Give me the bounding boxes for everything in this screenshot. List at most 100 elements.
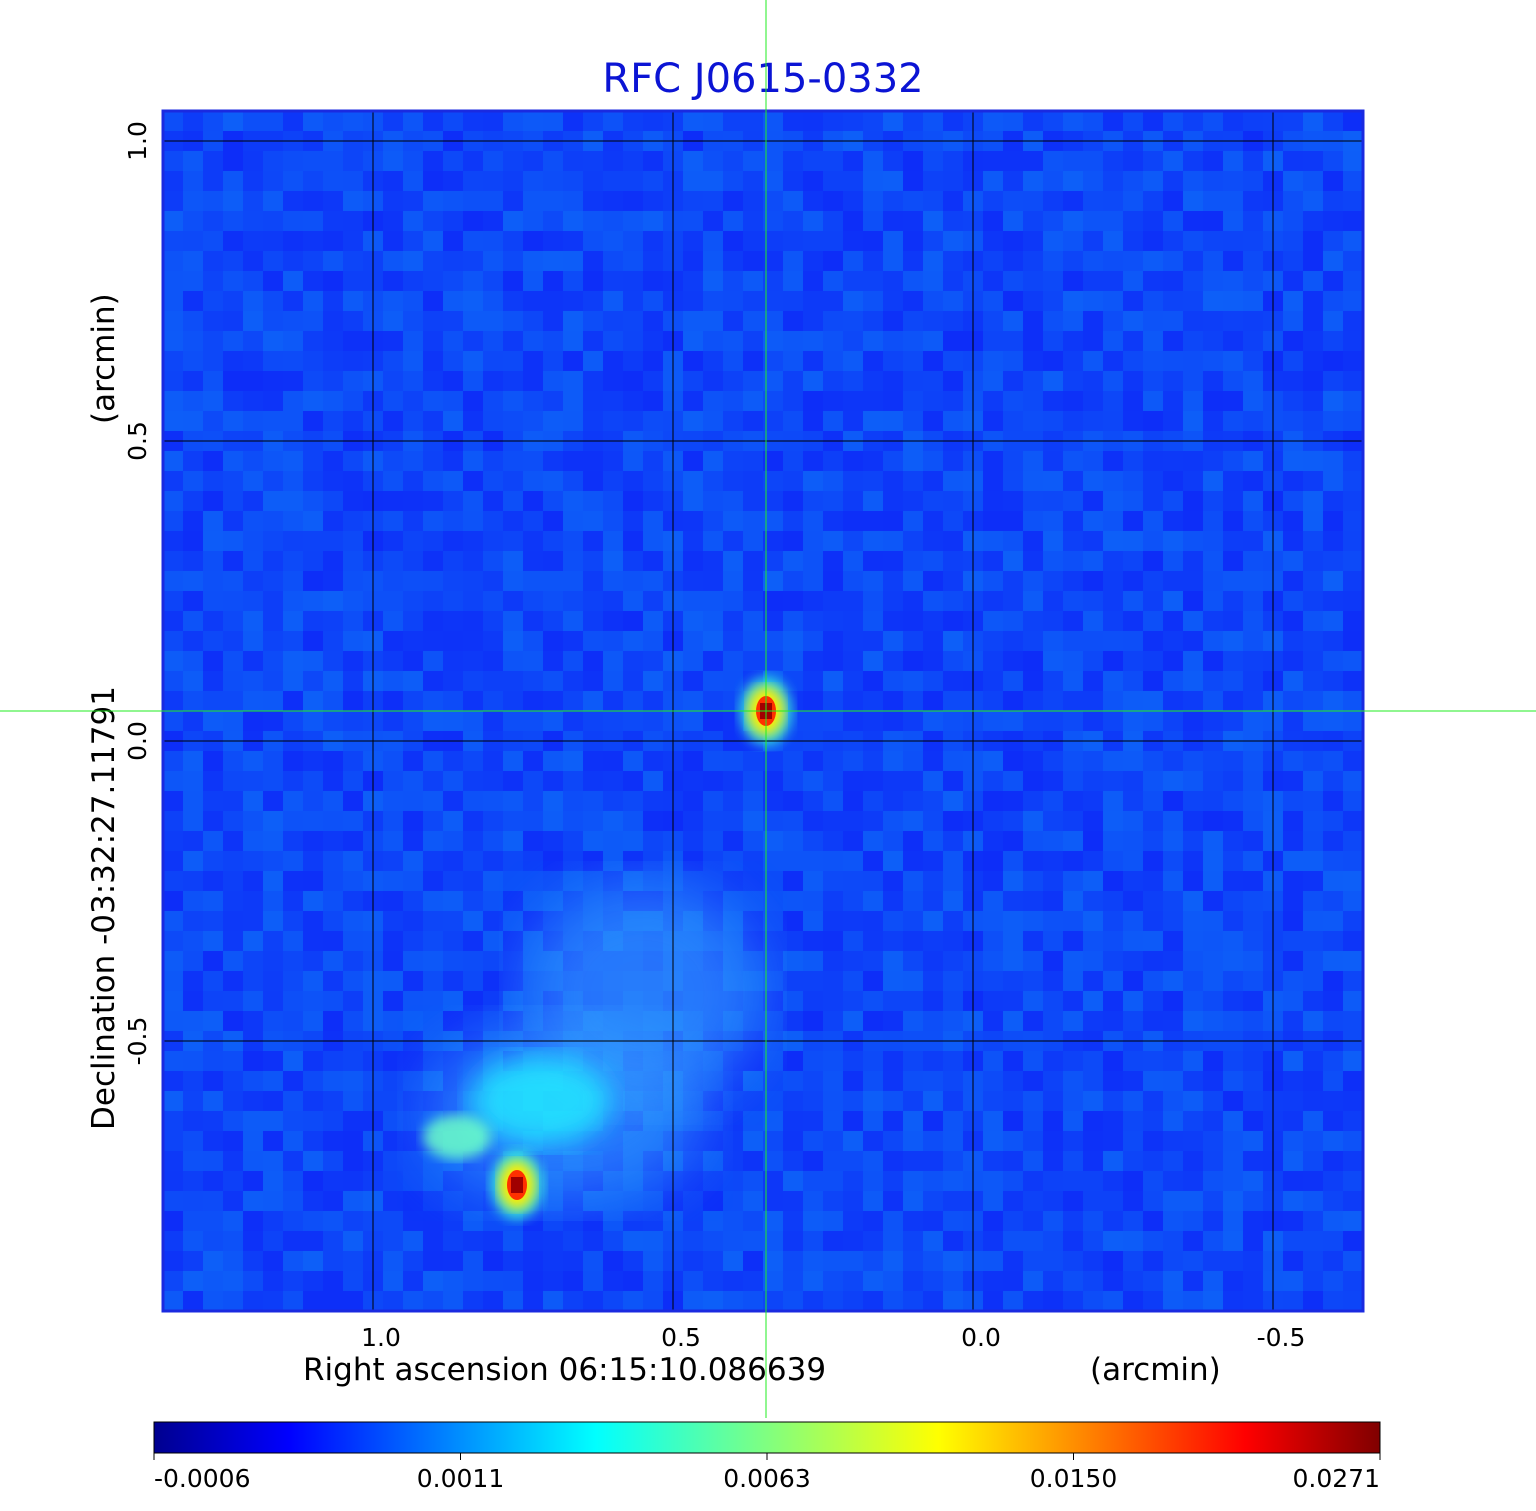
noise-pixel: [823, 831, 843, 851]
noise-pixel: [1283, 211, 1303, 231]
noise-pixel: [983, 511, 1003, 531]
noise-pixel: [283, 211, 303, 231]
noise-pixel: [1143, 1051, 1163, 1071]
noise-pixel: [1143, 471, 1163, 491]
noise-pixel: [763, 151, 783, 171]
y-tick-label: 0.0: [123, 721, 152, 761]
noise-pixel: [1123, 491, 1143, 511]
noise-pixel: [903, 751, 923, 771]
noise-pixel: [923, 571, 943, 591]
noise-pixel: [1223, 871, 1243, 891]
noise-pixel: [763, 371, 783, 391]
noise-pixel: [1143, 331, 1163, 351]
noise-pixel: [1063, 451, 1083, 471]
noise-pixel: [223, 571, 243, 591]
noise-pixel: [1243, 351, 1263, 371]
noise-pixel: [1043, 1151, 1063, 1171]
noise-pixel: [1083, 171, 1103, 191]
noise-pixel: [803, 1051, 823, 1071]
noise-pixel: [483, 191, 503, 211]
noise-pixel: [1123, 471, 1143, 491]
noise-pixel: [463, 511, 483, 531]
noise-pixel: [863, 991, 883, 1011]
noise-pixel: [943, 611, 963, 631]
noise-pixel: [1123, 571, 1143, 591]
noise-pixel: [563, 271, 583, 291]
noise-pixel: [1003, 1231, 1023, 1251]
noise-pixel: [223, 451, 243, 471]
noise-pixel: [763, 531, 783, 551]
noise-pixel: [503, 691, 523, 711]
noise-pixel: [623, 231, 643, 251]
noise-pixel: [943, 1051, 963, 1071]
noise-pixel: [283, 151, 303, 171]
noise-pixel: [383, 331, 403, 351]
noise-pixel: [743, 351, 763, 371]
noise-pixel: [1323, 791, 1343, 811]
noise-pixel: [823, 931, 843, 951]
noise-pixel: [1063, 1011, 1083, 1031]
noise-pixel: [443, 711, 463, 731]
noise-pixel: [643, 1291, 663, 1311]
noise-pixel: [523, 211, 543, 231]
noise-pixel: [1283, 811, 1303, 831]
noise-pixel: [1103, 1271, 1123, 1291]
noise-pixel: [783, 331, 803, 351]
noise-pixel: [1323, 571, 1343, 591]
noise-pixel: [383, 871, 403, 891]
noise-pixel: [423, 391, 443, 411]
noise-pixel: [1303, 691, 1323, 711]
noise-pixel: [1323, 891, 1343, 911]
noise-pixel: [1143, 931, 1163, 951]
noise-pixel: [1103, 1111, 1123, 1131]
noise-pixel: [343, 391, 363, 411]
noise-pixel: [1203, 851, 1223, 871]
noise-pixel: [343, 191, 363, 211]
noise-pixel: [1143, 751, 1163, 771]
noise-pixel: [943, 971, 963, 991]
noise-pixel: [343, 1151, 363, 1171]
noise-pixel: [1163, 311, 1183, 331]
noise-pixel: [803, 911, 823, 931]
noise-pixel: [843, 1051, 863, 1071]
noise-pixel: [623, 291, 643, 311]
noise-pixel: [703, 1251, 723, 1271]
noise-pixel: [383, 211, 403, 231]
noise-pixel: [403, 971, 423, 991]
noise-pixel: [203, 371, 223, 391]
noise-pixel: [283, 1131, 303, 1151]
noise-pixel: [803, 451, 823, 471]
noise-pixel: [323, 471, 343, 491]
noise-pixel: [283, 871, 303, 891]
noise-pixel: [1103, 1051, 1123, 1071]
noise-pixel: [183, 331, 203, 351]
noise-pixel: [383, 971, 403, 991]
noise-pixel: [943, 1091, 963, 1111]
noise-pixel: [403, 1251, 423, 1271]
noise-pixel: [863, 531, 883, 551]
noise-pixel: [1143, 611, 1163, 631]
noise-pixel: [703, 671, 723, 691]
noise-pixel: [823, 1111, 843, 1131]
noise-pixel: [523, 151, 543, 171]
noise-pixel: [863, 1211, 883, 1231]
noise-pixel: [183, 271, 203, 291]
noise-pixel: [543, 451, 563, 471]
noise-pixel: [1103, 771, 1123, 791]
noise-pixel: [1243, 151, 1263, 171]
noise-pixel: [303, 1171, 323, 1191]
noise-pixel: [843, 1251, 863, 1271]
noise-pixel: [783, 931, 803, 951]
noise-pixel: [583, 191, 603, 211]
noise-pixel: [183, 291, 203, 311]
noise-pixel: [323, 1011, 343, 1031]
noise-pixel: [403, 1171, 423, 1191]
noise-pixel: [1123, 831, 1143, 851]
noise-pixel: [403, 831, 423, 851]
noise-pixel: [1083, 1011, 1103, 1031]
noise-pixel: [1103, 611, 1123, 631]
noise-pixel: [1103, 391, 1123, 411]
noise-pixel: [443, 591, 463, 611]
noise-pixel: [223, 311, 243, 331]
noise-pixel: [1003, 531, 1023, 551]
